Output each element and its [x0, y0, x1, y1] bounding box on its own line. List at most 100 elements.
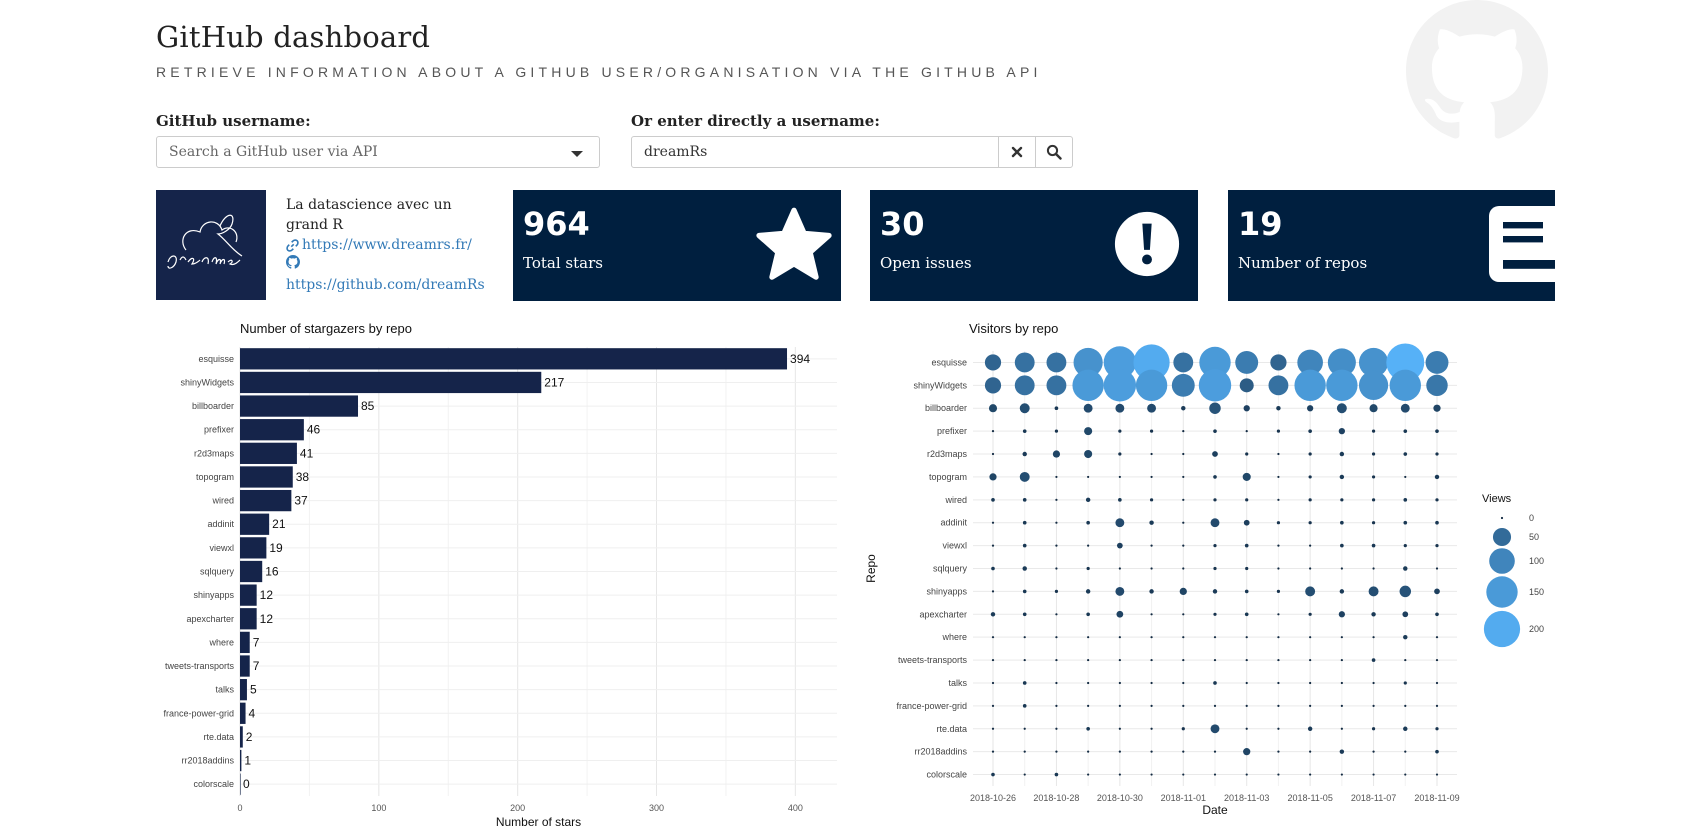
bubble-point: [1150, 750, 1153, 753]
bubble-point: [1087, 658, 1090, 662]
bar-chart-category-label: wired: [211, 496, 234, 506]
bubble-point: [1022, 612, 1027, 617]
bar-chart-category-label: prefixer: [204, 425, 234, 435]
bubble-point: [1182, 498, 1185, 501]
username-input[interactable]: dreamRs: [631, 136, 999, 168]
bubble-legend-label: 150: [1529, 587, 1544, 597]
bubble-chart-category-label: france-power-grid: [896, 701, 967, 711]
github-profile-link[interactable]: https://github.com/dreamRs: [286, 277, 485, 293]
bubble-point: [1087, 704, 1090, 707]
bubble-point: [1371, 498, 1376, 502]
bubble-point: [1433, 404, 1441, 412]
bubble-point: [1434, 474, 1440, 480]
bubble-point: [1340, 636, 1343, 639]
clear-button[interactable]: [998, 136, 1036, 168]
bubble-point: [1277, 498, 1280, 501]
bubble-point: [1052, 450, 1061, 458]
bubble-point: [1435, 567, 1439, 570]
bubble-point: [1404, 658, 1407, 662]
bubble-point: [1403, 726, 1408, 731]
bar-data-label: 217: [544, 375, 564, 389]
bubble-point: [1404, 475, 1407, 479]
bubble-point: [991, 521, 995, 524]
bubble-point: [1435, 681, 1439, 685]
bubble-point: [1276, 406, 1281, 411]
bubble-point: [1118, 750, 1121, 753]
bubble-point: [1340, 567, 1343, 570]
bar: [240, 655, 250, 677]
bubble-point: [1372, 681, 1375, 685]
bubble-point: [1173, 352, 1194, 373]
bubble-point: [1181, 406, 1186, 411]
open-issues-value: 30: [880, 205, 925, 243]
bubble-point: [1213, 750, 1217, 753]
bubble-point: [1182, 704, 1185, 707]
bubble-point: [1083, 403, 1093, 413]
bubble-point: [1084, 427, 1093, 436]
bubble-chart-category-label: sqlquery: [933, 564, 968, 574]
bubble-point: [991, 566, 995, 571]
bubble-point: [1245, 704, 1248, 707]
bubble-chart-category-label: wired: [944, 495, 967, 505]
bubble-point: [991, 452, 995, 456]
bubble-point: [1403, 544, 1407, 548]
bubble-point: [1213, 612, 1217, 616]
bubble-point: [1435, 544, 1439, 548]
visitors-bubble-chart: Visitors by repo esquisse shinyWidgets bill…: [865, 321, 1544, 817]
bubble-point: [1118, 658, 1121, 662]
bar: [240, 749, 242, 772]
bubble-chart-category-label: shinyWidgets: [913, 380, 967, 390]
bubble-point: [1055, 704, 1058, 707]
bubble-point: [1435, 429, 1439, 433]
bubble-point: [1340, 520, 1344, 525]
bubble-point: [1055, 613, 1058, 616]
chevron-down-icon[interactable]: [571, 151, 583, 157]
username-select[interactable]: Search a GitHub user via API: [156, 136, 600, 168]
bar-data-label: 12: [260, 588, 274, 602]
bubble-point: [1403, 681, 1407, 685]
bar: [240, 584, 257, 606]
bubble-point: [1022, 498, 1027, 502]
bubble-point: [1403, 634, 1408, 640]
bubble-point: [1055, 475, 1058, 479]
search-button[interactable]: [1035, 136, 1073, 168]
bubble-chart-x-tick-label: 2018-11-07: [1351, 793, 1396, 803]
bubble-point: [1150, 773, 1153, 776]
avatar: [156, 190, 266, 300]
bar-chart-category-label: tweets-transports: [165, 661, 235, 671]
bubble-point: [1150, 681, 1153, 685]
bubble-chart-category-label: viewxl: [942, 541, 967, 551]
bubble-point: [1182, 681, 1185, 685]
bubble-chart-x-tick-label: 2018-11-03: [1224, 793, 1269, 803]
bubble-point: [1210, 518, 1220, 528]
bubble-point: [1019, 471, 1030, 482]
bubble-point: [1147, 403, 1157, 413]
bubble-point: [1022, 704, 1027, 708]
bubble-point: [1309, 750, 1312, 753]
bubble-point: [988, 404, 998, 413]
bar-data-label: 2: [246, 730, 253, 744]
bar: [240, 726, 243, 748]
bubble-point: [1213, 498, 1217, 502]
bubble-point: [1182, 773, 1185, 776]
bubble-point: [1055, 658, 1058, 662]
bubble-point: [1118, 498, 1122, 502]
bar: [240, 631, 250, 654]
bubble-point: [990, 612, 996, 617]
bubble-point: [1115, 518, 1125, 528]
bar-chart-category-label: sqlquery: [200, 567, 235, 577]
bubble-point: [1400, 403, 1410, 413]
bubble-point: [1022, 589, 1027, 594]
bubble-point: [989, 473, 997, 481]
website-link[interactable]: https://www.dreamrs.fr/: [302, 237, 472, 253]
bubble-point: [1336, 403, 1347, 414]
exclamation-icon: [1114, 211, 1180, 277]
bubble-point: [1023, 636, 1026, 639]
bubble-point: [1213, 475, 1217, 479]
bubble-point: [1235, 350, 1259, 374]
bubble-point: [1403, 498, 1408, 502]
bubble-point: [1242, 472, 1251, 481]
bubble-chart-y-axis-label: Repo: [865, 554, 878, 583]
bubble-point: [1435, 452, 1439, 456]
